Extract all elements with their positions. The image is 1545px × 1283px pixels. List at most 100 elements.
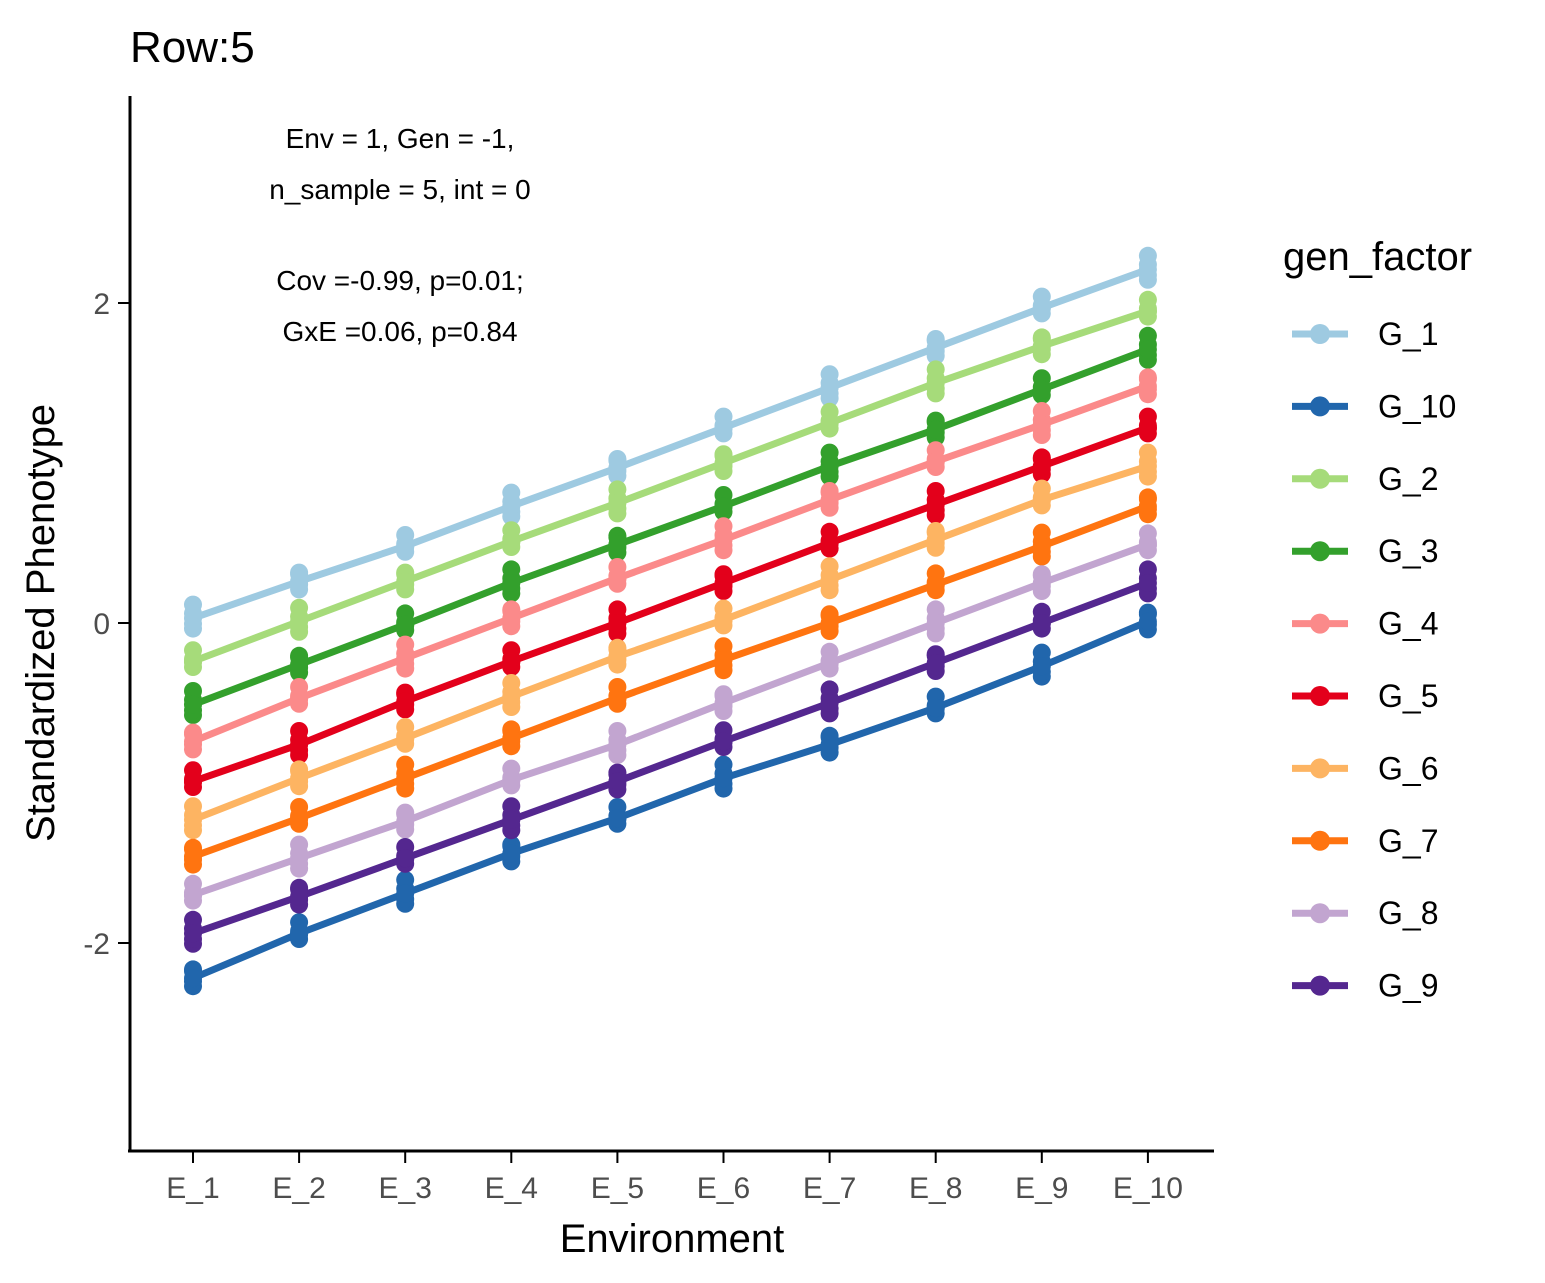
data-point-G_1 <box>926 338 945 357</box>
data-point-G_5 <box>714 574 733 592</box>
data-point-G_10 <box>820 735 839 754</box>
data-point-G_3 <box>1138 340 1157 359</box>
series-line-G_10 <box>191 618 1150 982</box>
data-point-G_10 <box>396 884 415 903</box>
data-point-G_10 <box>184 969 202 988</box>
data-point-G_6 <box>502 687 521 706</box>
data-point-G_4 <box>396 635 415 654</box>
data-point-G_7 <box>1032 537 1051 556</box>
y-tick-label: 2 <box>93 288 110 321</box>
data-point-G_9 <box>820 680 839 699</box>
legend-swatch-point <box>1310 686 1330 706</box>
data-point-G_2 <box>290 612 309 631</box>
data-point-G_5 <box>820 534 839 552</box>
data-point-G_3 <box>502 560 521 579</box>
data-point-G_1 <box>502 497 521 516</box>
data-point-G_5 <box>926 482 945 500</box>
legend-swatch-point <box>1310 830 1330 851</box>
data-point-G_7 <box>396 755 415 774</box>
data-point-G_6 <box>1138 457 1157 476</box>
data-point-G_4 <box>1138 377 1157 396</box>
data-point-G_3 <box>714 497 733 516</box>
data-point-G_6 <box>396 729 415 748</box>
data-point-G_4 <box>290 689 309 708</box>
data-point-G_6 <box>1032 490 1051 509</box>
data-point-G_7 <box>714 650 733 669</box>
data-point-G_2 <box>608 480 627 499</box>
data-point-G_9 <box>1138 574 1157 592</box>
data-point-G_4 <box>714 517 733 536</box>
data-point-G_6 <box>502 674 521 692</box>
x-tick-label: E_10 <box>1113 1172 1183 1205</box>
legend-item: G_2 <box>1292 461 1438 497</box>
data-point-G_8 <box>714 694 733 712</box>
legend-item: G_8 <box>1292 895 1438 931</box>
data-point-G_6 <box>1138 443 1157 462</box>
data-point-G_4 <box>608 569 627 588</box>
data-point-G_9 <box>502 810 521 829</box>
legend-swatch-point <box>1310 324 1330 344</box>
series-line-G_5 <box>191 424 1150 785</box>
chart-title: Row:5 <box>130 23 255 72</box>
data-point-G_6 <box>184 797 202 816</box>
x-tick-label: E_5 <box>591 1172 644 1205</box>
data-point-G_5 <box>184 772 202 791</box>
data-point-G_8 <box>184 886 202 904</box>
legend-label: G_7 <box>1378 823 1438 859</box>
data-point-G_2 <box>184 652 202 671</box>
series-line-G_3 <box>191 346 1150 708</box>
x-tick-label: E_8 <box>909 1172 962 1205</box>
data-point-G_1 <box>820 378 839 397</box>
annotation-line: Env = 1, Gen = -1, <box>286 123 515 154</box>
data-point-G_6 <box>820 557 839 576</box>
data-point-G_2 <box>396 572 415 591</box>
data-point-G_2 <box>820 414 839 432</box>
data-point-G_8 <box>608 722 627 740</box>
data-point-G_5 <box>926 495 945 514</box>
data-point-G_5 <box>1138 418 1157 437</box>
data-point-G_9 <box>926 654 945 672</box>
series-line-G_1 <box>191 266 1150 622</box>
plot-lines <box>191 266 1150 982</box>
data-point-G_2 <box>1032 337 1051 356</box>
data-point-G_2 <box>608 494 627 512</box>
x-tick-label: E_2 <box>272 1172 325 1205</box>
annotation-line: Cov =-0.99, p=0.01; <box>276 265 524 296</box>
data-point-G_7 <box>1032 523 1051 542</box>
data-point-G_9 <box>820 694 839 712</box>
data-point-G_5 <box>608 614 627 632</box>
x-tick-label: E_3 <box>379 1172 432 1205</box>
legend-label: G_1 <box>1378 316 1438 352</box>
legend-item: G_3 <box>1292 533 1438 569</box>
data-point-G_7 <box>820 614 839 632</box>
data-point-G_1 <box>184 595 202 614</box>
data-point-G_9 <box>184 924 202 943</box>
data-point-G_1 <box>502 483 521 502</box>
data-point-G_8 <box>1138 535 1157 554</box>
data-point-G_9 <box>1138 560 1157 579</box>
data-point-G_3 <box>1032 380 1051 399</box>
data-point-G_10 <box>714 769 733 788</box>
data-point-G_2 <box>714 454 733 472</box>
legend-swatch-point <box>1310 975 1330 996</box>
data-point-G_1 <box>1138 246 1157 265</box>
data-point-G_3 <box>396 615 415 634</box>
data-point-G_9 <box>714 732 733 751</box>
data-point-G_4 <box>820 490 839 509</box>
data-point-G_4 <box>184 732 202 751</box>
data-point-G_10 <box>1138 612 1157 631</box>
legend-item: G_6 <box>1292 750 1438 786</box>
data-point-G_3 <box>290 655 309 674</box>
data-point-G_6 <box>184 810 202 829</box>
x-axis-ticks: E_1 E_2 E_3 E_4 E_5 E_6 E_7 E_8 E_9 E_10 <box>166 1151 1183 1205</box>
legend-item: G_10 <box>1292 388 1456 424</box>
legend-swatch-point <box>1310 903 1330 924</box>
legend: gen_factor G_1 G_10 G_2 G_3 G_4 G_5 G_6 G_7 G_8 G… <box>1283 235 1472 1004</box>
data-point-G_7 <box>1138 497 1157 516</box>
data-point-G_3 <box>184 682 202 700</box>
data-point-G_2 <box>290 598 309 617</box>
data-point-G_1 <box>1032 298 1051 317</box>
x-tick-label: E_1 <box>166 1172 219 1205</box>
legend-label: G_2 <box>1378 461 1438 497</box>
